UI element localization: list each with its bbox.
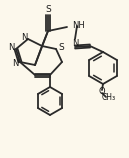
Text: N: N	[72, 40, 78, 49]
Text: O: O	[99, 88, 105, 97]
Text: CH₃: CH₃	[102, 94, 116, 103]
Text: NH: NH	[72, 21, 85, 30]
Text: N: N	[12, 60, 18, 69]
Text: N: N	[8, 43, 14, 52]
Text: S: S	[45, 4, 51, 13]
Text: S: S	[58, 43, 64, 52]
Text: N: N	[21, 33, 27, 42]
